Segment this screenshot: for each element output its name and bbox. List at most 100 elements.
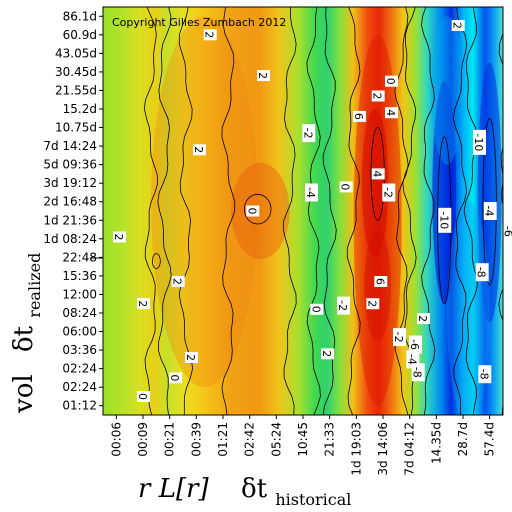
- contour-label-text: 6: [373, 278, 386, 285]
- contour-label-text: -2: [301, 128, 314, 139]
- contour-label-bg: [113, 231, 126, 243]
- contour-label-bg: [305, 183, 318, 202]
- contour-label-text: 2: [136, 300, 149, 307]
- contour-label-bg: [337, 296, 350, 315]
- contour-loop: [482, 117, 497, 286]
- contour-label-bg: [409, 335, 422, 354]
- x-tick-label: 3d 14:06: [376, 422, 390, 476]
- contour-label-text: 2: [416, 315, 429, 322]
- x-tick-label: 02:42: [243, 422, 257, 457]
- contour-label-text: -2: [392, 332, 405, 343]
- contour-label-text: -6: [408, 339, 421, 350]
- y-tick-label: 08:24: [62, 306, 97, 320]
- contour-label-text: 0: [309, 306, 322, 313]
- contour-label: -8: [411, 363, 425, 382]
- contour-label-text: -2: [381, 187, 394, 198]
- contour-label-bg: [366, 298, 380, 310]
- contour-label: 6: [352, 110, 366, 122]
- contour-label-bg: [417, 313, 430, 325]
- contour-label: 0: [339, 181, 353, 193]
- contour-label-text: 4: [371, 170, 384, 177]
- contour-label: 0: [309, 303, 324, 315]
- contour-label-text: 6: [352, 113, 365, 120]
- contour-label-bg: [171, 276, 185, 287]
- contour-label: -8: [475, 263, 489, 282]
- contour-label: 0: [245, 205, 260, 217]
- contour-label: 2: [416, 313, 430, 325]
- contour-label: -6: [501, 222, 512, 241]
- contour-label-bg: [137, 391, 150, 402]
- contour-labels: 0000002222222222224466-2-2-2-2-4-4-4-6-6…: [112, 20, 512, 402]
- contour-label-bg: [478, 365, 492, 384]
- contour-label-text: 2: [371, 93, 384, 100]
- x-tick-label: 01:21: [216, 422, 230, 457]
- contour-label: 2: [112, 231, 126, 243]
- contour-line: [282, 7, 297, 415]
- contour-label-text: 2: [171, 278, 184, 285]
- x-axis-label-prefix: r L[r]: [138, 474, 210, 504]
- y-tick-label: 60.9d: [63, 28, 97, 42]
- x-tick-label: 00:06: [109, 422, 123, 457]
- contour-label-bg: [185, 352, 198, 363]
- contour-label-text: -8: [475, 267, 488, 278]
- contour-label-bg: [451, 20, 465, 31]
- contour-line: [463, 7, 478, 415]
- y-tick-label: 21.55d: [55, 83, 97, 97]
- contour-label-bg: [371, 90, 385, 102]
- y-axis-ticks: 86.1d 60.9d 43.05d 30.45d 21.55d 15.2d 10.75d 7…: [43, 9, 103, 413]
- contour-label-text: 0: [245, 208, 258, 215]
- svg-text:vol δt realized: vol δt realized: [9, 253, 44, 414]
- x-tick-label: 14.35d: [429, 422, 443, 464]
- x-axis-title: r L[r] δt historical: [138, 474, 351, 509]
- copyright-text: Copyright Gilles Zumbach 2012: [112, 16, 286, 29]
- y-tick-label: 5d 09:36: [43, 158, 97, 172]
- contour-label-text: 2: [203, 31, 216, 38]
- x-tick-label: 28.7d: [456, 422, 470, 456]
- contour-label-bg: [385, 75, 398, 87]
- contour-label-bg: [321, 348, 334, 360]
- contour-label-text: 2: [112, 234, 125, 241]
- contour-label: 4: [371, 168, 385, 180]
- contour-label-text: -4: [483, 206, 496, 217]
- contour-label-bg: [438, 207, 452, 233]
- contour-label-bg: [374, 276, 388, 287]
- contour-label-bg: [502, 222, 512, 241]
- y-tick-label: 15.2d: [63, 102, 97, 116]
- contour-label-bg: [475, 263, 489, 282]
- contour-label-text: -10: [437, 211, 450, 229]
- contour-line: [306, 7, 321, 415]
- contour-label-text: -4: [304, 187, 317, 198]
- contour-label-text: 0: [136, 393, 149, 400]
- contour-label: -2: [381, 183, 396, 202]
- contour-label: 2: [203, 29, 217, 41]
- contour-label: 0: [384, 75, 398, 87]
- contour-loop: [243, 193, 272, 225]
- contour-label-text: 2: [192, 146, 205, 153]
- y-tick-label: 02:24: [62, 380, 97, 394]
- y-tick-label: 15:36: [62, 269, 97, 283]
- y-tick-label: 06:00: [62, 325, 97, 339]
- y-tick-label: 7d 14:24: [43, 139, 97, 153]
- contour-label-bg: [353, 110, 366, 122]
- y-tick-label: 03:36: [62, 343, 97, 357]
- y-tick-label: 12:00: [62, 287, 97, 301]
- contour-label-text: 2: [320, 350, 333, 357]
- x-tick-label: 00:39: [189, 422, 203, 457]
- y-axis-label-prefix: vol: [9, 374, 39, 414]
- contour-label: -6: [408, 335, 422, 354]
- contour-label-bg: [473, 129, 486, 155]
- contour-label: 2: [171, 276, 185, 287]
- contour-label-bg: [193, 144, 206, 156]
- contour-label-bg: [203, 29, 217, 41]
- contour-loop: [151, 253, 161, 269]
- contour-label: 0: [168, 372, 182, 384]
- x-tick-label: 1d 19:03: [349, 422, 363, 476]
- contour-label-bg: [257, 70, 270, 82]
- x-axis-label-symbol: δt: [241, 474, 268, 504]
- contour-label: 2: [451, 20, 465, 31]
- contour-label-bg: [137, 298, 150, 310]
- y-tick-label: 2d 16:48: [43, 195, 97, 209]
- contour-label: 2: [184, 352, 198, 363]
- y-tick-label: 22:48: [62, 250, 97, 264]
